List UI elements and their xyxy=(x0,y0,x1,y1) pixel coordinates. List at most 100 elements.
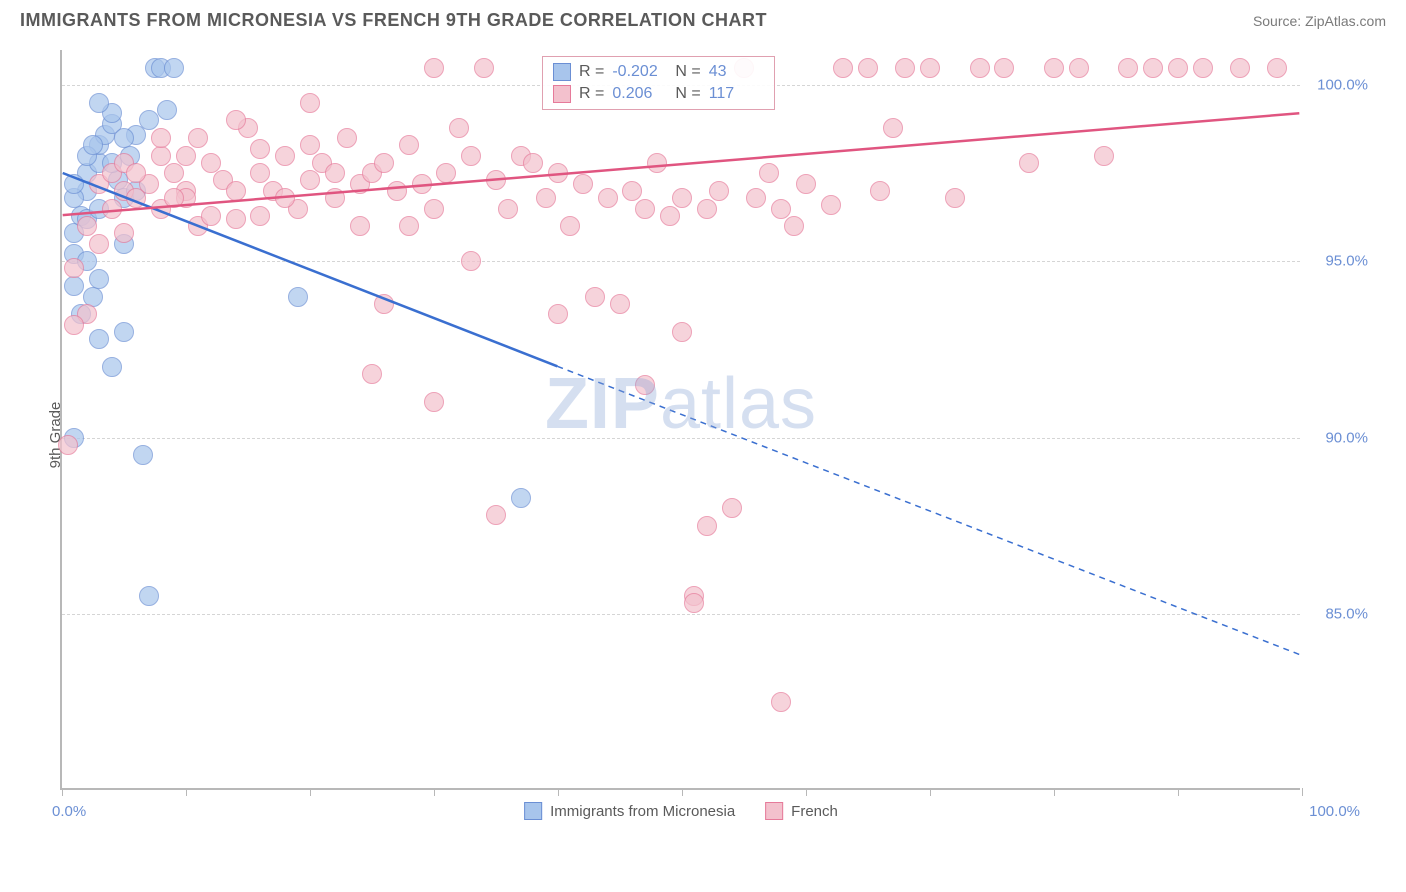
legend-R-value-2: 0.206 xyxy=(612,85,667,103)
y-tick-label: 85.0% xyxy=(1325,605,1368,622)
scatter-point-french xyxy=(300,135,320,155)
x-tick xyxy=(558,788,559,796)
scatter-point-french xyxy=(486,170,506,190)
scatter-point-french xyxy=(771,199,791,219)
scatter-point-micronesia xyxy=(114,128,134,148)
scatter-point-french xyxy=(709,181,729,201)
scatter-point-french xyxy=(1230,58,1250,78)
scatter-point-french xyxy=(226,110,246,130)
legend-item-micronesia: Immigrants from Micronesia xyxy=(524,802,735,820)
y-tick-label: 95.0% xyxy=(1325,253,1368,270)
scatter-point-french xyxy=(771,692,791,712)
y-tick-label: 90.0% xyxy=(1325,429,1368,446)
scatter-plot: ZIPatlas R = -0.202 N = 43 R = 0.206 N =… xyxy=(60,50,1300,790)
legend-R-label: R = xyxy=(579,85,604,103)
scatter-point-french xyxy=(424,199,444,219)
scatter-point-micronesia xyxy=(102,357,122,377)
scatter-point-french xyxy=(436,163,456,183)
scatter-point-french xyxy=(1019,153,1039,173)
legend-row-series-1: R = -0.202 N = 43 xyxy=(553,61,764,83)
header: IMMIGRANTS FROM MICRONESIA VS FRENCH 9TH… xyxy=(0,0,1406,39)
legend-R-value-1: -0.202 xyxy=(612,63,667,81)
scatter-point-micronesia xyxy=(114,322,134,342)
scatter-point-french xyxy=(474,58,494,78)
x-tick xyxy=(434,788,435,796)
x-axis-label-max: 100.0% xyxy=(1309,803,1360,820)
legend-row-series-2: R = 0.206 N = 117 xyxy=(553,83,764,105)
legend-label: Immigrants from Micronesia xyxy=(550,803,735,820)
legend-swatch-blue xyxy=(524,802,542,820)
scatter-point-french xyxy=(870,181,890,201)
gridline-h xyxy=(62,614,1300,615)
scatter-point-french xyxy=(498,199,518,219)
scatter-point-french xyxy=(58,435,78,455)
scatter-point-french xyxy=(126,163,146,183)
scatter-point-french xyxy=(1267,58,1287,78)
scatter-point-french xyxy=(1143,58,1163,78)
scatter-point-french xyxy=(746,188,766,208)
chart-title: IMMIGRANTS FROM MICRONESIA VS FRENCH 9TH… xyxy=(20,10,767,31)
legend-R-label: R = xyxy=(579,63,604,81)
scatter-point-micronesia xyxy=(511,488,531,508)
trend-lines xyxy=(62,50,1300,788)
legend-N-value-1: 43 xyxy=(709,63,764,81)
scatter-point-french xyxy=(399,216,419,236)
legend-N-label: N = xyxy=(675,85,700,103)
scatter-point-french xyxy=(362,364,382,384)
scatter-point-french xyxy=(697,199,717,219)
legend-swatch-blue xyxy=(553,63,571,81)
scatter-point-french xyxy=(399,135,419,155)
scatter-point-french xyxy=(250,139,270,159)
x-tick xyxy=(1302,788,1303,796)
scatter-point-french xyxy=(64,258,84,278)
scatter-point-french xyxy=(573,174,593,194)
scatter-point-french xyxy=(374,294,394,314)
scatter-point-french xyxy=(176,146,196,166)
scatter-point-french xyxy=(635,375,655,395)
scatter-point-french xyxy=(461,146,481,166)
legend-label: French xyxy=(791,803,838,820)
scatter-point-french xyxy=(337,128,357,148)
scatter-point-french xyxy=(387,181,407,201)
x-tick xyxy=(62,788,63,796)
scatter-point-french xyxy=(412,174,432,194)
scatter-point-micronesia xyxy=(164,58,184,78)
scatter-point-micronesia xyxy=(64,276,84,296)
scatter-point-french xyxy=(622,181,642,201)
x-tick xyxy=(1178,788,1179,796)
scatter-point-french xyxy=(858,58,878,78)
scatter-point-french xyxy=(1044,58,1064,78)
x-tick xyxy=(1054,788,1055,796)
scatter-point-micronesia xyxy=(133,445,153,465)
scatter-point-micronesia xyxy=(139,110,159,130)
scatter-point-micronesia xyxy=(89,93,109,113)
legend-swatch-pink xyxy=(765,802,783,820)
scatter-point-french xyxy=(64,315,84,335)
scatter-point-french xyxy=(275,188,295,208)
x-tick xyxy=(806,788,807,796)
scatter-point-french xyxy=(449,118,469,138)
scatter-point-micronesia xyxy=(139,586,159,606)
scatter-point-micronesia xyxy=(89,269,109,289)
scatter-point-french xyxy=(697,516,717,536)
scatter-point-french xyxy=(610,294,630,314)
x-tick xyxy=(682,788,683,796)
scatter-point-french xyxy=(424,392,444,412)
scatter-point-french xyxy=(461,251,481,271)
scatter-point-french xyxy=(970,58,990,78)
scatter-point-french xyxy=(114,223,134,243)
scatter-point-french xyxy=(374,153,394,173)
scatter-point-french xyxy=(1193,58,1213,78)
scatter-point-french xyxy=(560,216,580,236)
x-tick xyxy=(310,788,311,796)
scatter-point-micronesia xyxy=(157,100,177,120)
x-tick xyxy=(930,788,931,796)
scatter-point-french xyxy=(635,199,655,219)
scatter-point-french xyxy=(1069,58,1089,78)
chart-area: 9th Grade ZIPatlas R = -0.202 N = 43 R =… xyxy=(60,50,1380,820)
y-tick-label: 100.0% xyxy=(1317,77,1368,94)
scatter-point-french xyxy=(300,93,320,113)
scatter-point-french xyxy=(325,163,345,183)
legend-series: Immigrants from Micronesia French xyxy=(524,802,838,820)
scatter-point-french xyxy=(486,505,506,525)
